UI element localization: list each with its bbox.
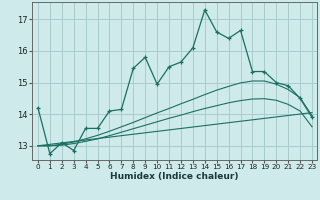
X-axis label: Humidex (Indice chaleur): Humidex (Indice chaleur) [110,172,239,181]
